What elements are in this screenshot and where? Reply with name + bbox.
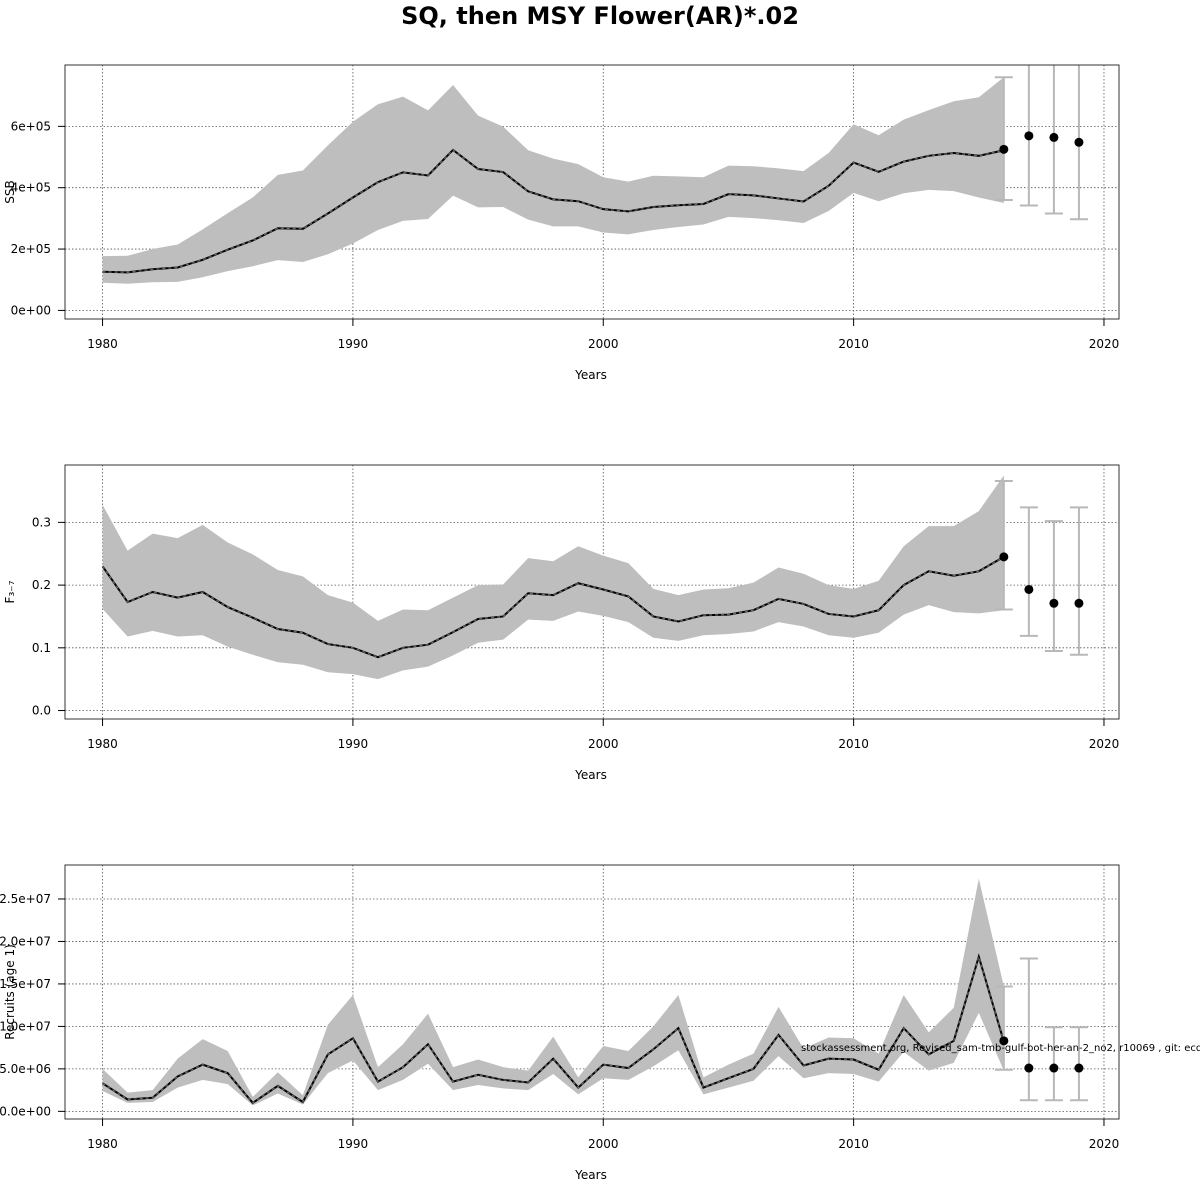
ssb-confidence-band [102,77,1004,284]
ssb-xtick-label: 1980 [87,337,118,351]
recruits-ytick-label: 1.0e+07 [0,1019,51,1033]
recruits-ytick-label: 2.0e+07 [0,934,51,948]
recruits-ytick-label: 0.0e+00 [0,1104,51,1118]
ssb-ytick-label: 6e+05 [11,119,51,133]
ssb-xtick-label: 1990 [338,337,369,351]
fbar-xtick-label: 1990 [338,737,369,751]
fbar-xtick-label: 2010 [838,737,869,751]
fbar-xtick-label: 1980 [87,737,118,751]
fbar-forecast-point-2017 [1024,584,1034,594]
ssb-forecast-point-2017 [1024,131,1034,141]
fbar-forecast-point-2016 [999,552,1009,562]
footnote-text: stockassessment.org, Revised_sam-tmb-gul… [801,1043,1200,1054]
fbar-ytick-label: 0.3 [32,515,51,529]
recruits-forecast-point-2018 [1049,1063,1059,1073]
fbar-ytick-label: 0.2 [32,578,51,592]
fbar-confidence-band [102,475,1004,680]
recruits-forecast-point-2017 [1024,1063,1034,1073]
recruits-forecast-point-2016 [999,1036,1009,1046]
recruits-y-axis-title: Recruits (age 1) [3,944,17,1040]
panel-recruits: 1980 1990 2000 2010 2020 0.0e+00 5.0e+06 1.0e+0… [0,864,1120,1182]
recruits-x-axis-title: Years [574,1168,607,1182]
panels-layer: 1980 1990 2000 2010 2020 0e+00 2e+05 4e+05 6e+05… [0,64,1120,1182]
ssb-forecast-point-2016 [999,144,1009,154]
recruits-estimate-line-dashes [102,954,1005,1104]
chart-title: SQ, then MSY Flower(AR)*.02 [401,2,799,30]
recruits-forecast-point-2019 [1074,1063,1084,1073]
ssb-y-axis-title: SSB [3,180,17,203]
ssb-x-axis-title: Years [574,368,607,382]
recruits-xtick-label: 1990 [338,1137,369,1151]
ssb-forecast-point-2019 [1074,137,1084,147]
recruits-ytick-label: 5.0e+06 [0,1062,51,1076]
recruits-ytick-label: 2.5e+07 [0,892,51,906]
fbar-y-axis-title: F₃₋₇ [3,580,17,603]
ssb-ytick-label: 0e+00 [11,303,51,317]
fbar-x-axis-title: Years [574,768,607,782]
fbar-forecast-point-2018 [1049,598,1059,608]
fbar-xtick-label: 2020 [1089,737,1120,751]
ssb-ytick-label: 2e+05 [11,242,51,256]
fbar-xtick-label: 2000 [588,737,619,751]
ssb-xtick-label: 2000 [588,337,619,351]
panel-ssb: 1980 1990 2000 2010 2020 0e+00 2e+05 4e+05 6e+05… [3,64,1120,382]
recruits-plot-frame [64,864,1120,1120]
ssb-estimate-line-dashes [102,149,1004,273]
fbar-ytick-label: 0.1 [32,641,51,655]
fbar-estimate-line [101,556,1005,659]
panel-fbar: 1980 1990 2000 2010 2020 0.0 0.1 0.2 0.3 Years F₃₋… [3,464,1120,782]
recruits-xtick-label: 2010 [838,1137,869,1151]
ssb-xtick-label: 2010 [838,337,869,351]
ssb-xtick-label: 2020 [1089,337,1120,351]
fbar-ytick-label: 0.0 [32,704,51,718]
recruits-confidence-band [102,878,1004,1106]
recruits-xtick-label: 2020 [1089,1137,1120,1151]
ssb-plot-frame [64,64,1120,320]
recruits-xtick-label: 1980 [87,1137,118,1151]
recruits-ytick-label: 1.5e+07 [0,977,51,991]
fbar-plot-frame [64,464,1120,720]
ssb-forecast-point-2018 [1049,132,1059,142]
fbar-forecast-point-2019 [1074,598,1084,608]
ssb-ytick-label: 4e+05 [11,181,51,195]
recruits-xtick-label: 2000 [588,1137,619,1151]
